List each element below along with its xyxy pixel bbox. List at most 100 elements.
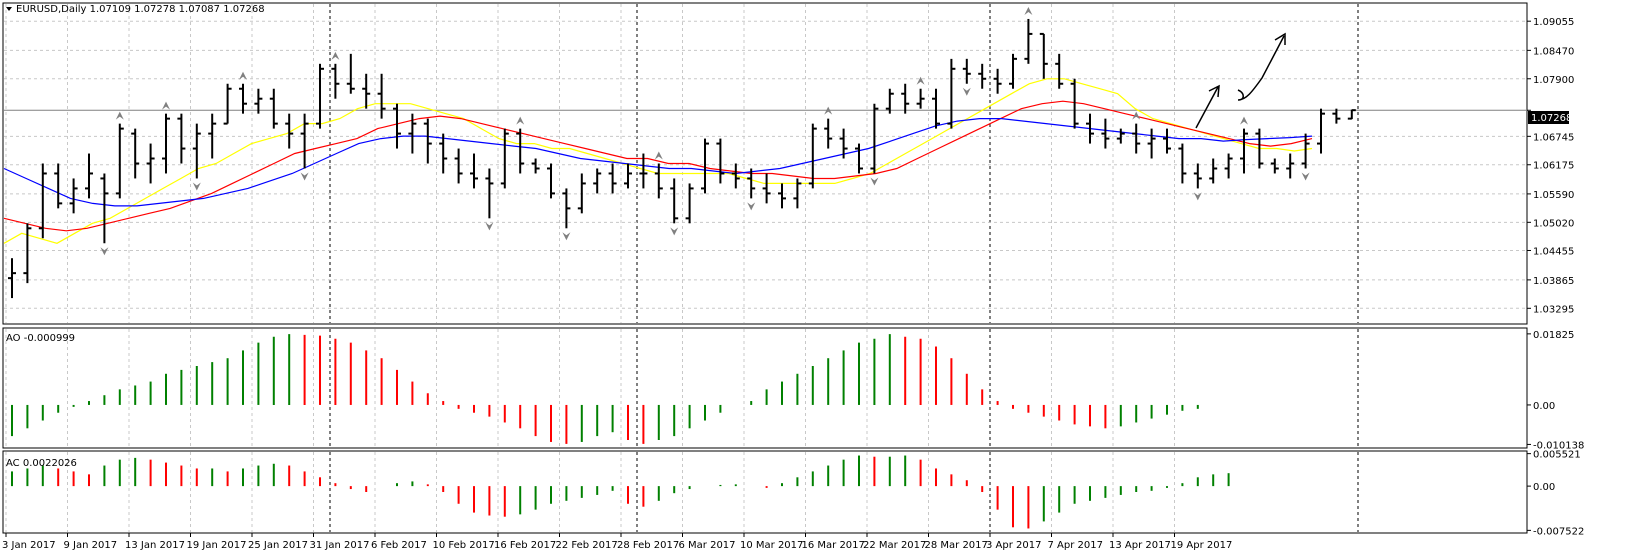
ohlc-bar [439,133,448,174]
ohlc-bar [562,188,571,229]
ohlc-bar [839,128,848,159]
y-tick-label: 0.00 [1533,482,1555,493]
ohlc-bar [731,163,740,189]
ao-label: AO -0.000999 [6,333,75,344]
ohlc-bar [916,88,925,109]
ohlc-bar [516,128,525,174]
ohlc-bar [377,73,386,119]
arrowhead-icon [1208,84,1220,98]
ohlc-bar [778,183,786,209]
y-tick-label: -0.010138 [1533,440,1584,451]
x-tick-label: 19 Apr 2017 [1171,540,1233,551]
fractal-down-arrow-icon [100,247,109,256]
x-tick-label: 31 Jan 2017 [310,540,370,551]
ohlc-bar [1070,78,1079,129]
symbol-title: EURUSD,Daily 1.07109 1.07278 1.07087 1.0… [16,4,265,15]
dropdown-triangle-icon[interactable] [6,7,12,11]
ohlc-bar [808,123,817,189]
ohlc-bar [1132,123,1141,154]
ohlc-bar [1286,153,1295,179]
ohlc-bar [362,73,371,109]
ohlc-bar [1116,128,1125,144]
ohlc-bar [1255,128,1264,169]
y-tick-label: 1.08470 [1533,46,1574,57]
arrowhead-icon [1274,32,1286,45]
ohlc-bar [146,143,155,184]
y-tick-label: 1.07900 [1533,75,1574,86]
x-tick-label: 6 Mar 2017 [679,540,736,551]
ohlc-bar [454,148,463,184]
fractal-down-arrow-icon [485,222,494,231]
ohlc-bar [54,163,63,209]
x-tick-label: 3 Apr 2017 [986,540,1041,551]
ac-label: AC 0.0022026 [6,458,77,469]
y-tick-label: 0.00 [1533,401,1555,412]
fractal-up-arrow-icon [654,151,663,160]
ohlc-bar [932,88,940,129]
ohlc-bar [1240,128,1248,174]
fractal-down-arrow-icon [562,232,571,241]
ohlc-bar [177,113,186,164]
x-tick-label: 10 Feb 2017 [433,540,495,551]
ohlc-bar [1178,143,1187,184]
fractal-up-arrow-icon [162,101,170,110]
ohlc-bar [1209,158,1218,184]
y-tick-label: 1.03295 [1533,304,1574,315]
ohlc-bar [23,223,32,284]
ohlc-bar [162,113,170,174]
current-price-label: 1.07268 [1531,113,1572,124]
ohlc-bar [192,123,201,179]
ohlc-bar [639,153,648,189]
x-tick-label: 28 Mar 2017 [925,540,988,551]
ohlc-bar [762,173,771,204]
price-bars-layer [8,6,1356,299]
ohlc-bar [1332,108,1341,124]
ohlc-bar [855,143,863,174]
fractal-up-arrow-icon [1240,116,1248,125]
y-tick-label: 0.005521 [1533,450,1581,461]
ohlc-bar [208,113,217,159]
ohlc-bar [701,138,709,194]
ohlc-bar [115,123,124,199]
fractal-up-arrow-icon [1132,111,1141,120]
ohlc-bar [870,103,879,174]
x-tick-label: 6 Feb 2017 [371,540,427,551]
ohlc-bar [1163,128,1171,154]
ohlc-bar [1301,133,1310,169]
ohlc-bar [608,163,617,194]
ohlc-bar [331,63,340,99]
fractal-down-arrow-icon [962,87,971,96]
ohlc-bar [624,163,632,189]
y-tick-label: 1.06175 [1533,161,1574,172]
ohlc-bar [223,83,232,125]
x-tick-label: 9 Jan 2017 [64,540,118,551]
ohlc-bar [393,103,401,149]
ohlc-bar [993,68,1002,94]
ohlc-bar [1039,32,1048,79]
ohlc-bar [962,58,971,84]
y-tick-label: 1.03865 [1533,276,1574,287]
ohlc-bar [901,83,910,114]
moving-average-layer [3,78,1313,244]
x-tick-label: 13 Apr 2017 [1109,540,1171,551]
fractal-down-arrow-icon [747,202,756,211]
y-tick-label: 1.05590 [1533,190,1574,201]
ohlc-bar [346,53,355,94]
fractal-down-arrow-icon [870,177,879,186]
ohlc-bar [485,168,494,219]
x-tick-label: 22 Feb 2017 [556,540,618,551]
ac-histogram-layer [11,455,1230,529]
x-tick-label: 10 Mar 2017 [740,540,803,551]
ohlc-bar [131,128,140,179]
ao-histogram-layer [11,334,1199,444]
price-panel-frame [2,2,1528,325]
ohlc-bar [1270,158,1279,174]
x-tick-label: 7 Apr 2017 [1048,540,1103,551]
ao-panel-frame [2,327,1528,449]
ohlc-bar [654,163,663,199]
ohlc-bar [1347,109,1356,120]
y-tick-label: 1.09055 [1533,17,1574,28]
ohlc-bar [793,178,802,209]
ohlc-bar [300,113,309,169]
